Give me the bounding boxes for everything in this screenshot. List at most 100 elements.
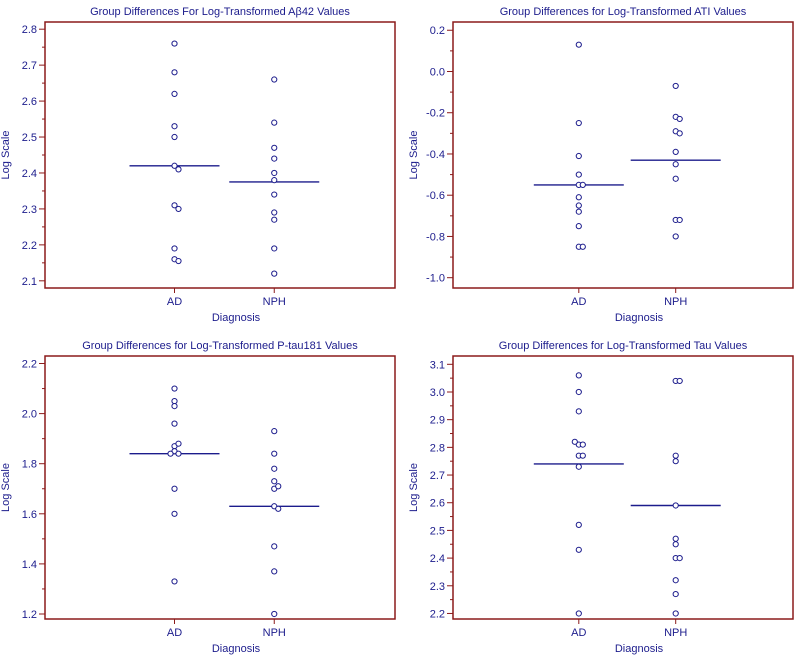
chart-title: Group Differences For Log-Transformed Aβ…: [90, 6, 350, 18]
data-point-nph: [271, 568, 278, 575]
data-point-nph: [672, 535, 679, 542]
data-point-ad: [575, 521, 582, 528]
data-point-ad: [575, 546, 582, 553]
data-point-nph: [271, 76, 278, 83]
data-point-ad: [171, 420, 178, 427]
plot-frame: [452, 21, 794, 289]
data-point-nph: [271, 216, 278, 223]
data-point-nph: [676, 554, 683, 562]
y-tick-label: 2.4: [22, 168, 37, 180]
y-tick-label: 0.0: [430, 66, 445, 78]
data-point-nph: [672, 82, 679, 90]
data-point-nph: [672, 175, 679, 182]
data-point-ad: [175, 440, 182, 447]
plot-frame: [44, 355, 396, 620]
y-tick-label: 2.2: [430, 608, 445, 620]
data-point-ad: [579, 441, 586, 448]
data-point-nph: [275, 505, 282, 512]
data-point-nph: [672, 148, 679, 156]
chart-title: Group Differences for Log-Transformed P-…: [82, 340, 358, 352]
data-point-ad: [575, 388, 582, 396]
y-tick-label: 2.5: [22, 132, 37, 144]
data-point-ad: [171, 578, 178, 585]
y-axis-label: Log Scale: [0, 131, 12, 180]
data-point-nph: [271, 169, 278, 177]
data-point-ad: [171, 245, 178, 252]
data-point-ad: [171, 123, 178, 130]
data-point-ad: [167, 450, 174, 457]
chart-panel-2: Group Differences for Log-Transformed AT…: [408, 6, 794, 324]
data-point-nph: [271, 177, 278, 184]
y-tick-label: 3.0: [430, 387, 445, 399]
y-axis-label: Log Scale: [0, 463, 12, 512]
data-point-nph: [672, 541, 679, 548]
plot-frame: [44, 21, 396, 289]
data-point-nph: [271, 465, 278, 472]
y-tick-label: 2.7: [430, 470, 445, 482]
y-tick-label: 2.4: [430, 553, 445, 565]
data-point-nph: [271, 119, 278, 126]
data-point-nph: [271, 144, 278, 151]
x-axis-label: Diagnosis: [615, 312, 664, 324]
data-point-ad: [575, 202, 582, 209]
data-point-nph: [672, 452, 679, 459]
data-point-ad: [575, 152, 582, 160]
x-tick-label: AD: [571, 627, 586, 639]
y-tick-label: -0.4: [426, 149, 445, 161]
data-point-ad: [575, 610, 582, 617]
y-tick-label: 2.5: [430, 525, 445, 537]
y-tick-label: 2.2: [22, 359, 37, 371]
data-point-nph: [275, 483, 282, 490]
x-tick-label: NPH: [664, 296, 687, 308]
data-point-ad: [175, 205, 182, 213]
y-tick-label: 1.6: [22, 509, 37, 521]
data-point-ad: [575, 463, 582, 470]
y-tick-label: 0.2: [430, 25, 445, 37]
x-tick-label: NPH: [664, 627, 687, 639]
data-point-nph: [676, 216, 683, 224]
y-tick-label: 1.2: [22, 609, 37, 621]
data-point-nph: [676, 377, 683, 385]
y-tick-label: 2.6: [22, 96, 37, 108]
data-point-ad: [171, 69, 178, 76]
y-tick-label: -0.6: [426, 190, 445, 202]
y-tick-label: 2.2: [22, 240, 37, 252]
data-point-ad: [171, 90, 178, 97]
data-point-ad: [171, 397, 178, 405]
data-point-nph: [271, 270, 278, 277]
y-axis-label: Log Scale: [408, 463, 420, 512]
data-point-ad: [175, 450, 182, 457]
data-point-nph: [271, 209, 278, 216]
data-point-nph: [672, 610, 679, 617]
data-point-nph: [271, 245, 278, 252]
data-point-nph: [271, 610, 278, 618]
y-tick-label: 1.8: [22, 459, 37, 471]
y-tick-label: 2.3: [22, 204, 37, 216]
x-axis-label: Diagnosis: [615, 643, 664, 655]
data-point-ad: [171, 385, 178, 392]
data-point-ad: [171, 485, 178, 492]
data-point-ad: [171, 162, 178, 169]
y-tick-label: -0.2: [426, 108, 445, 120]
data-point-ad: [575, 171, 582, 178]
y-tick-label: 2.1: [22, 276, 37, 288]
data-point-ad: [171, 402, 178, 410]
data-point-ad: [575, 223, 582, 230]
data-point-ad: [175, 257, 182, 265]
data-point-ad: [579, 452, 586, 459]
data-point-nph: [676, 115, 683, 123]
data-point-ad: [575, 372, 582, 379]
data-point-ad: [571, 438, 578, 445]
y-tick-label: 2.0: [22, 409, 37, 421]
plot-frame: [452, 355, 794, 620]
data-point-nph: [672, 590, 679, 598]
data-point-nph: [271, 543, 278, 550]
chart-title: Group Differences for Log-Transformed AT…: [500, 6, 747, 18]
data-point-nph: [672, 161, 679, 168]
data-point-ad: [579, 243, 586, 250]
data-point-ad: [171, 40, 178, 47]
data-point-ad: [575, 41, 582, 48]
data-point-nph: [672, 233, 679, 240]
y-tick-label: 2.6: [430, 498, 445, 510]
y-tick-label: 3.1: [430, 359, 445, 371]
